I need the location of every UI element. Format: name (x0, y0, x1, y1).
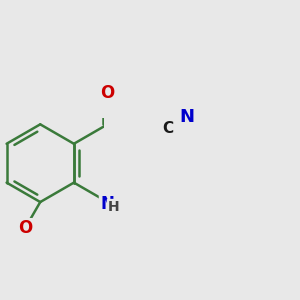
Text: N: N (179, 108, 194, 126)
Text: N: N (100, 195, 114, 213)
Text: C: C (162, 121, 173, 136)
Text: O: O (18, 219, 32, 237)
Text: O: O (100, 84, 115, 102)
Text: H: H (108, 200, 119, 214)
